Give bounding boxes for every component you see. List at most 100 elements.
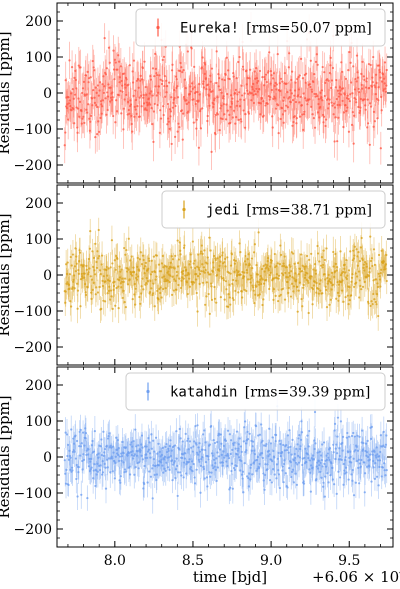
data-point — [80, 264, 83, 267]
data-point — [68, 273, 72, 276]
data-point — [107, 46, 111, 49]
data-point — [240, 459, 243, 462]
data-point — [104, 97, 107, 100]
data-point — [294, 100, 298, 104]
data-point — [163, 84, 166, 88]
data-point — [237, 447, 240, 450]
data-point — [71, 88, 74, 91]
data-point — [265, 266, 268, 269]
data-point — [224, 265, 227, 268]
data-point — [67, 118, 70, 121]
data-point — [122, 451, 125, 455]
data-point — [125, 78, 128, 81]
data-point — [279, 442, 282, 446]
data-point — [357, 105, 360, 109]
y-axis-label: Residuals [ppm] — [0, 31, 13, 154]
data-point — [135, 445, 138, 448]
data-point — [292, 285, 296, 288]
data-point — [188, 458, 191, 461]
data-point — [337, 116, 340, 119]
data-point — [154, 464, 157, 467]
data-point — [353, 435, 357, 438]
data-point — [78, 259, 81, 263]
data-point — [258, 69, 262, 73]
data-point — [321, 292, 324, 295]
data-point — [350, 473, 353, 476]
data-point — [374, 86, 377, 89]
data-point — [108, 279, 111, 283]
data-point — [77, 272, 80, 275]
data-point — [352, 494, 356, 497]
data-point — [277, 104, 280, 107]
data-point — [167, 270, 170, 273]
data-point — [359, 284, 362, 287]
data-point — [218, 264, 221, 267]
data-point — [204, 448, 207, 452]
data-point — [285, 266, 288, 269]
data-point — [255, 67, 258, 70]
data-point — [190, 446, 193, 449]
data-point — [129, 443, 132, 446]
data-point — [117, 447, 120, 450]
data-point — [93, 463, 96, 466]
data-point — [203, 477, 206, 480]
data-point — [79, 428, 82, 431]
data-point — [99, 272, 102, 276]
data-point — [175, 288, 178, 291]
data-point — [129, 450, 133, 454]
data-point — [103, 268, 106, 271]
data-point — [350, 123, 354, 126]
data-point — [245, 289, 248, 293]
data-point — [164, 95, 167, 98]
data-point — [88, 469, 92, 473]
data-point — [271, 436, 274, 439]
data-point — [171, 63, 174, 66]
data-point — [368, 458, 371, 461]
data-point — [301, 77, 304, 80]
data-point — [244, 254, 247, 258]
data-point — [179, 69, 182, 73]
data-point — [353, 88, 357, 91]
data-point — [169, 261, 172, 264]
data-point — [269, 271, 272, 274]
data-point — [176, 464, 179, 467]
data-point — [154, 67, 158, 70]
data-point — [185, 462, 188, 466]
data-point — [73, 274, 76, 277]
data-point — [75, 439, 79, 443]
data-point — [360, 288, 363, 291]
data-point — [362, 75, 365, 78]
data-point — [171, 258, 175, 261]
data-point — [361, 60, 364, 63]
data-point — [225, 460, 228, 463]
data-point — [154, 85, 157, 88]
data-point — [169, 454, 172, 458]
data-point — [243, 92, 246, 95]
data-point — [370, 480, 373, 483]
data-point — [317, 292, 320, 295]
data-point — [199, 491, 202, 494]
data-point — [247, 112, 251, 115]
data-point — [222, 277, 225, 280]
data-point — [75, 87, 78, 90]
data-point — [151, 467, 154, 470]
data-point — [115, 99, 118, 102]
data-point — [139, 79, 142, 82]
data-point — [237, 60, 240, 64]
data-point — [301, 113, 304, 116]
data-point — [322, 263, 325, 266]
data-point — [302, 286, 305, 289]
data-point — [348, 286, 351, 289]
data-point — [361, 448, 365, 451]
data-point — [272, 288, 276, 291]
data-point — [214, 133, 217, 136]
data-point — [132, 440, 135, 443]
data-point — [136, 461, 139, 465]
data-point — [261, 303, 264, 307]
data-point — [317, 287, 320, 290]
data-point — [341, 435, 345, 438]
data-point — [282, 96, 286, 99]
data-point — [164, 287, 167, 290]
data-point — [248, 77, 251, 80]
data-point — [376, 282, 379, 285]
